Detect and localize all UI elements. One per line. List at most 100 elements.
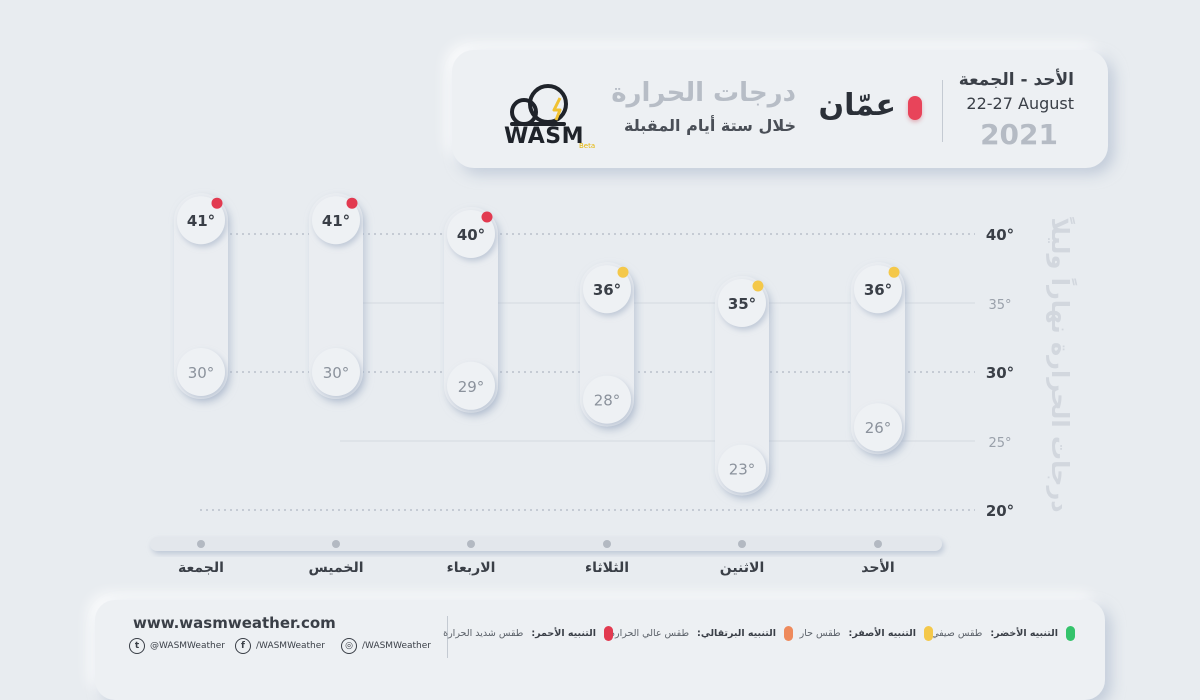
- legend-yellow: التنبيه الأصفر: طقس حار: [800, 626, 933, 641]
- header-card: WASM Beta درجات الحرارة خلال ستة أيام ال…: [452, 50, 1108, 168]
- legend-red-title: التنبيه الأحمر:: [531, 628, 596, 639]
- high-temp-knob: [854, 265, 902, 314]
- high-temp-label: 36°: [593, 281, 621, 299]
- brand-tag: Beta: [579, 142, 596, 150]
- social-twitter[interactable]: t @WASMWeather: [129, 638, 225, 654]
- yellow-alert-dot: [924, 626, 933, 641]
- day-label: الجمعة: [178, 560, 224, 576]
- x-axis-dot: [332, 540, 340, 548]
- y-tick-label: 40°: [986, 226, 1014, 244]
- alert-dot: [888, 266, 900, 278]
- legend-red: التنبيه الأحمر: طقس شديد الحرارة: [443, 626, 613, 641]
- high-temp-label: 36°: [864, 281, 892, 299]
- city-name: عمّان: [818, 88, 896, 123]
- x-axis-dot: [874, 540, 882, 548]
- temperature-range-bar: 41° 30°: [174, 193, 228, 399]
- city-alert-dot: [908, 96, 922, 120]
- y-tick-label: 35°: [988, 298, 1011, 313]
- x-axis-dot: [738, 540, 746, 548]
- high-temp-knob: [447, 210, 495, 258]
- website-link[interactable]: www.wasmweather.com: [133, 614, 336, 632]
- range-pill: [851, 262, 905, 455]
- high-temp-label: 40°: [457, 226, 485, 244]
- high-temp-knob: [583, 265, 631, 314]
- x-axis-dot: [467, 540, 475, 548]
- range-pill: [715, 276, 769, 496]
- high-temp-knob: [312, 196, 360, 245]
- low-temp-label: 30°: [323, 364, 350, 382]
- legend-yellow-title: التنبيه الأصفر:: [848, 628, 916, 639]
- brand-name: WASM: [504, 124, 585, 149]
- instagram-handle: /WASMWeather: [362, 641, 431, 651]
- date-range-days: الأحد - الجمعة: [958, 70, 1074, 90]
- legend-yellow-desc: طقس حار: [799, 628, 841, 639]
- alert-dot: [617, 266, 629, 278]
- low-temp-knob: [583, 375, 631, 424]
- temperature-range-bar: 36° 28°: [580, 262, 634, 427]
- facebook-icon: f: [235, 638, 251, 654]
- legend-orange-title: التنبيه البرتقالي:: [697, 628, 776, 639]
- high-temp-label: 41°: [187, 212, 215, 230]
- low-temp-label: 29°: [458, 378, 485, 396]
- date-range-year: 2021: [980, 118, 1058, 151]
- alert-dot: [346, 197, 358, 209]
- legend-green-title: التنبيه الأخضر:: [990, 628, 1058, 639]
- legend-green: التنبيه الأخضر: طقس صيفي: [931, 626, 1075, 641]
- range-pill: [309, 193, 363, 399]
- low-temp-knob: [854, 403, 902, 452]
- social-facebook[interactable]: f /WASMWeather: [235, 638, 325, 654]
- temperature-range-bar: 36° 26°: [851, 262, 905, 455]
- y-tick-label: 25°: [988, 436, 1011, 451]
- low-temp-knob: [177, 348, 225, 396]
- footer-divider: [447, 616, 448, 658]
- legend-orange-desc: طقس عالي الحرارة: [610, 628, 690, 639]
- legend-green-desc: طقس صيفي: [931, 628, 983, 639]
- temperature-range-bar: 41° 30°: [309, 193, 363, 399]
- temperature-chart: 41° 30° 41° 30° 40° 29° 36° 28° 35° 23° 36° 26° 40°…: [150, 193, 1014, 551]
- low-temp-knob: [447, 361, 495, 410]
- alert-dot: [481, 211, 493, 223]
- orange-alert-dot: [784, 626, 793, 641]
- day-label: الاثنين: [719, 560, 765, 576]
- instagram-icon: ◎: [341, 638, 357, 654]
- facebook-handle: /WASMWeather: [256, 641, 325, 651]
- temperature-range-bar: 40° 29°: [444, 207, 498, 413]
- low-temp-knob: [312, 348, 360, 396]
- low-temp-label: 28°: [594, 392, 621, 410]
- day-label: الثلاثاء: [584, 560, 630, 576]
- x-axis-dot: [197, 540, 205, 548]
- red-alert-dot: [604, 626, 613, 641]
- page-title: درجات الحرارة: [611, 78, 796, 108]
- day-label: الأحد: [861, 560, 895, 576]
- high-temp-knob: [177, 196, 225, 245]
- alert-dot: [752, 280, 764, 292]
- low-temp-label: 23°: [729, 461, 756, 479]
- range-pill: [174, 193, 228, 399]
- low-temp-knob: [718, 444, 766, 493]
- twitter-handle: @WASMWeather: [150, 641, 225, 651]
- y-axis-label: درجات الحرارة نهاراً وليلاً: [1046, 217, 1074, 513]
- x-axis-track: [150, 537, 942, 551]
- green-alert-dot: [1066, 626, 1075, 641]
- high-temp-knob: [718, 279, 766, 327]
- day-label: الخميس: [308, 560, 364, 576]
- legend-orange: التنبيه البرتقالي: طقس عالي الحرارة: [610, 626, 793, 641]
- y-tick-label: 20°: [986, 502, 1014, 520]
- social-instagram[interactable]: ◎ /WASMWeather: [341, 638, 431, 654]
- high-temp-label: 41°: [322, 212, 350, 230]
- temperature-range-bar: 35° 23°: [715, 276, 769, 496]
- page-subtitle: خلال ستة أيام المقبلة: [624, 116, 796, 135]
- twitter-icon: t: [129, 638, 145, 654]
- day-label: الاربعاء: [446, 560, 496, 576]
- x-axis-dot: [603, 540, 611, 548]
- footer-card: www.wasmweather.com t @WASMWeather f /WA…: [95, 600, 1105, 700]
- y-tick-label: 30°: [986, 364, 1014, 382]
- legend-red-desc: طقس شديد الحرارة: [443, 628, 524, 639]
- header-divider: [942, 80, 943, 142]
- low-temp-label: 26°: [865, 419, 892, 437]
- low-temp-label: 30°: [188, 364, 215, 382]
- date-range-dates: 22-27 August: [966, 94, 1074, 113]
- high-temp-label: 35°: [728, 295, 756, 313]
- wasm-logo-icon: [510, 84, 568, 126]
- range-pill: [444, 207, 498, 413]
